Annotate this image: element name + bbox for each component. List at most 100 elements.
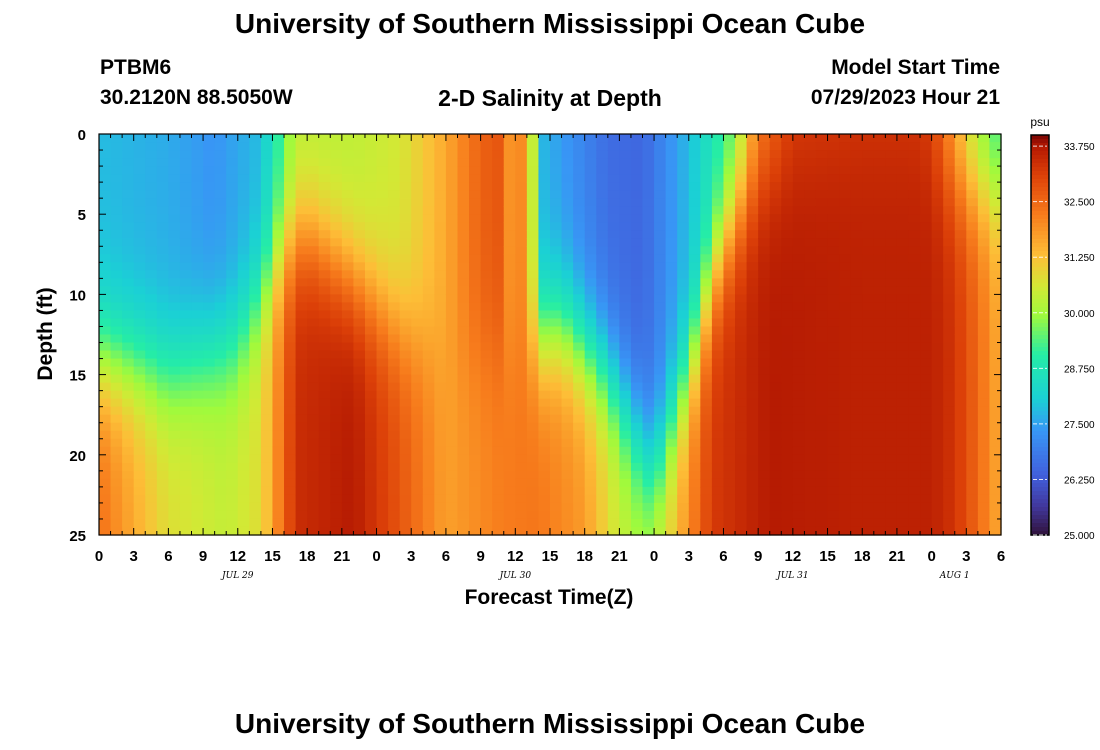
heatmap-cell xyxy=(781,198,794,207)
heatmap-cell xyxy=(989,198,1002,207)
heatmap-cell xyxy=(954,470,967,480)
heatmap-cell xyxy=(249,166,262,175)
heatmap-cell xyxy=(330,446,343,456)
heatmap-cell xyxy=(99,430,112,440)
heatmap-cell xyxy=(295,254,308,263)
heatmap-cell xyxy=(214,222,227,231)
heatmap-cell xyxy=(931,310,944,320)
heatmap-cell xyxy=(203,334,216,344)
heatmap-cell xyxy=(249,326,262,336)
heatmap-cell xyxy=(214,190,227,199)
heatmap-cell xyxy=(781,246,794,255)
heatmap-cell xyxy=(307,302,320,312)
heatmap-cell xyxy=(815,206,829,215)
heatmap-cell xyxy=(977,422,991,432)
heatmap-cell xyxy=(977,134,991,143)
heatmap-cell xyxy=(758,494,771,504)
heatmap-cell xyxy=(434,526,447,536)
colorbar-segment xyxy=(1031,299,1049,304)
heatmap-cell xyxy=(561,190,574,199)
heatmap-cell xyxy=(815,470,829,480)
heatmap-cell xyxy=(122,198,135,207)
heatmap-cell xyxy=(561,518,574,528)
heatmap-cell xyxy=(203,190,216,199)
heatmap-cell xyxy=(284,318,297,328)
heatmap-cell xyxy=(399,510,412,520)
heatmap-cell xyxy=(966,438,979,448)
heatmap-cell xyxy=(700,398,713,408)
heatmap-cell xyxy=(249,134,262,143)
heatmap-cell xyxy=(388,462,401,472)
heatmap-cell xyxy=(353,198,366,207)
heatmap-cell xyxy=(769,158,782,167)
heatmap-cell xyxy=(977,198,991,207)
heatmap-cell xyxy=(804,374,817,384)
heatmap-cell xyxy=(145,382,158,392)
heatmap-cell xyxy=(226,334,239,344)
heatmap-cell xyxy=(665,310,678,320)
heatmap-cell xyxy=(260,206,274,215)
heatmap-cell xyxy=(330,462,343,472)
heatmap-cell xyxy=(850,174,863,183)
heatmap-cell xyxy=(353,134,366,143)
heatmap-cell xyxy=(642,278,655,287)
heatmap-cell xyxy=(561,382,574,392)
heatmap-cell xyxy=(977,206,991,215)
heatmap-cell xyxy=(769,430,782,440)
heatmap-cell xyxy=(179,230,193,239)
heatmap-cell xyxy=(156,502,169,512)
heatmap-cell xyxy=(330,414,343,424)
heatmap-cell xyxy=(711,494,725,504)
heatmap-cell xyxy=(573,390,586,400)
heatmap-cell xyxy=(445,422,459,432)
heatmap-cell xyxy=(954,446,967,456)
heatmap-cell xyxy=(295,358,308,368)
heatmap-cell xyxy=(284,350,297,360)
heatmap-cell xyxy=(827,206,840,215)
heatmap-cell xyxy=(376,430,389,440)
heatmap-cell xyxy=(156,526,169,536)
heatmap-cell xyxy=(457,358,470,368)
colorbar-segment xyxy=(1031,503,1049,508)
heatmap-cell xyxy=(769,494,782,504)
heatmap-cell xyxy=(630,478,644,488)
heatmap-cell xyxy=(850,254,863,263)
heatmap-cell xyxy=(896,374,910,384)
heatmap-cell xyxy=(758,230,771,239)
heatmap-cell xyxy=(723,510,736,520)
heatmap-cell xyxy=(191,358,204,368)
heatmap-cell xyxy=(480,278,493,287)
heatmap-cell xyxy=(873,398,886,408)
heatmap-cell xyxy=(758,486,771,496)
heatmap-cell xyxy=(341,318,355,328)
heatmap-cell xyxy=(353,262,366,271)
heatmap-cell xyxy=(862,422,875,432)
heatmap-cell xyxy=(977,334,991,344)
heatmap-cell xyxy=(920,206,933,215)
heatmap-cell xyxy=(584,278,597,287)
heatmap-cell xyxy=(723,342,736,352)
heatmap-cell xyxy=(862,486,875,496)
heatmap-cell xyxy=(561,222,574,231)
heatmap-cell xyxy=(896,414,910,424)
heatmap-cell xyxy=(503,174,516,183)
heatmap-cell xyxy=(272,406,285,416)
heatmap-cell xyxy=(642,510,655,520)
heatmap-cell xyxy=(584,382,597,392)
heatmap-cell xyxy=(179,206,193,215)
heatmap-cell xyxy=(422,222,435,231)
heatmap-cell xyxy=(434,430,447,440)
heatmap-cell xyxy=(642,478,655,488)
heatmap-cell xyxy=(445,198,459,207)
heatmap-cell xyxy=(249,358,262,368)
heatmap-cell xyxy=(873,142,886,151)
heatmap-cell xyxy=(630,406,644,416)
heatmap-cell xyxy=(179,310,193,320)
heatmap-cell xyxy=(619,158,632,167)
heatmap-cell xyxy=(839,470,852,480)
x-tick-label: 6 xyxy=(997,548,1005,565)
heatmap-cell xyxy=(977,294,991,304)
heatmap-cell xyxy=(839,406,852,416)
heatmap-cell xyxy=(353,462,366,472)
heatmap-cell xyxy=(850,478,863,488)
